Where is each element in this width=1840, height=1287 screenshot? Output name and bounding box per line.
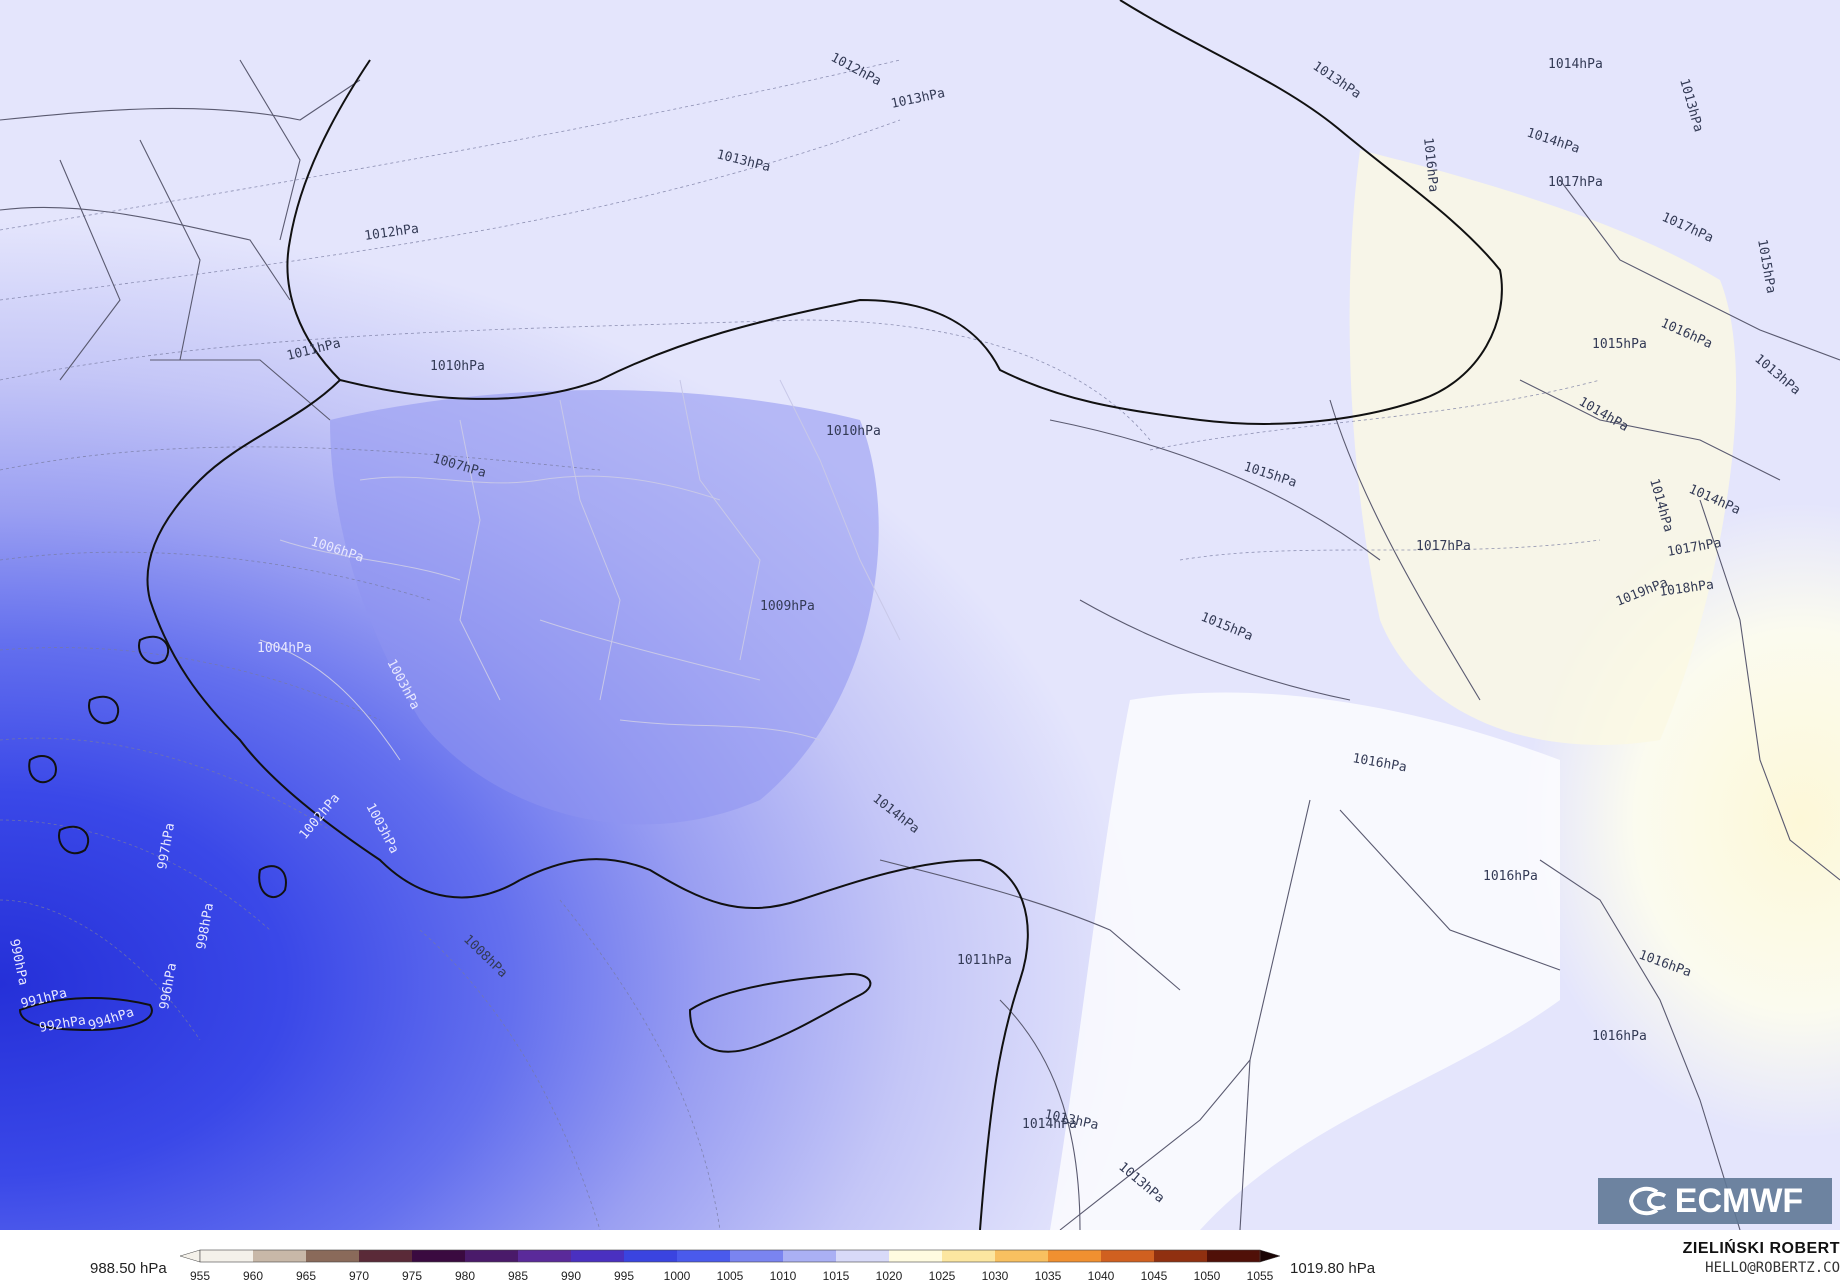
scale-segment — [412, 1250, 466, 1262]
scale-segment — [889, 1250, 943, 1262]
svg-text:1014hPa: 1014hPa — [1022, 1117, 1077, 1132]
syria-high-area — [1050, 692, 1560, 1230]
scale-segment — [465, 1250, 519, 1262]
scale-segment — [942, 1250, 996, 1262]
scale-tick-label: 1025 — [929, 1269, 956, 1283]
crete-coast — [18, 997, 153, 1032]
scale-tick-label: 985 — [508, 1269, 528, 1283]
scale-segment — [518, 1250, 572, 1262]
scale-tick-label: 975 — [402, 1269, 422, 1283]
scale-arrow-high — [1259, 1249, 1281, 1263]
scale-segment — [677, 1250, 731, 1262]
scale-tick-label: 955 — [190, 1269, 210, 1283]
svg-text:1010hPa: 1010hPa — [430, 359, 485, 374]
ecmwf-logo: ECMWF — [1598, 1178, 1832, 1224]
scale-segment — [306, 1250, 360, 1262]
svg-text:1009hPa: 1009hPa — [760, 599, 815, 614]
scale-tick-label: 1010 — [770, 1269, 797, 1283]
scale-segment — [253, 1250, 307, 1262]
legend-max-value: 1019.80 hPa — [1290, 1260, 1376, 1277]
scale-tick-label: 965 — [296, 1269, 316, 1283]
scale-border — [199, 1249, 1261, 1263]
scale-segment — [1048, 1250, 1102, 1262]
scale-segment — [730, 1250, 784, 1262]
scale-segment — [200, 1250, 254, 1262]
svg-text:1016hPa: 1016hPa — [1592, 1029, 1647, 1044]
province-borders — [259, 379, 901, 761]
scale-segment — [836, 1250, 890, 1262]
scale-tick-label: 1035 — [1035, 1269, 1062, 1283]
svg-text:1015hPa: 1015hPa — [1592, 337, 1647, 352]
caucasus-high-area — [1349, 150, 1737, 745]
scale-tick-label: 980 — [455, 1269, 475, 1283]
rhodes-coast — [258, 865, 287, 899]
aegean-island-4 — [58, 825, 90, 855]
ecmwf-symbol-icon — [1628, 1186, 1666, 1216]
scale-tick-label: 1040 — [1088, 1269, 1115, 1283]
scale-tick-label: 1000 — [664, 1269, 691, 1283]
scale-arrow-low — [180, 1249, 201, 1263]
scale-tick-label: 970 — [349, 1269, 369, 1283]
scale-segment — [359, 1250, 413, 1262]
scale-tick-label: 995 — [614, 1269, 634, 1283]
scale-tick-label: 1005 — [717, 1269, 744, 1283]
isobar-lines — [0, 59, 1601, 1230]
scale-segment — [1207, 1250, 1261, 1262]
aegean-island-1 — [28, 755, 57, 784]
black-sea-coast — [286, 0, 1503, 425]
scale-segment — [783, 1250, 837, 1262]
svg-text:1014hPa: 1014hPa — [1548, 57, 1603, 72]
mediterranean-coast — [519, 858, 1029, 1230]
aegean-island-2 — [88, 695, 120, 725]
scale-segment — [571, 1250, 625, 1262]
scale-segment — [995, 1250, 1049, 1262]
scale-tick-label: 990 — [561, 1269, 581, 1283]
author-email: HELLO@ROBERTZ.CO — [1705, 1260, 1840, 1276]
scale-tick-label: 1020 — [876, 1269, 903, 1283]
svg-text:1016hPa: 1016hPa — [1420, 137, 1441, 193]
author-name: ZIELIŃSKI ROBERT — [1682, 1240, 1840, 1257]
central-anatolia-trough — [330, 390, 879, 825]
svg-text:1017hPa: 1017hPa — [1416, 539, 1471, 554]
marmara-aegean-coast — [146, 379, 521, 899]
svg-text:1004hPa: 1004hPa — [257, 641, 312, 656]
svg-text:1016hPa: 1016hPa — [1483, 869, 1538, 884]
scale-tick-label: 1030 — [982, 1269, 1009, 1283]
scale-tick-label: 1015 — [823, 1269, 850, 1283]
scale-tick-label: 1050 — [1194, 1269, 1221, 1283]
pressure-map: 1012hPa 1013hPa 1013hPa 1014hPa 1013hPa … — [0, 0, 1840, 1230]
scale-segment — [624, 1250, 678, 1262]
aegean-island-3 — [138, 635, 170, 665]
scale-segment — [1101, 1250, 1155, 1262]
coastlines — [18, 0, 1503, 1230]
scale-tick-label: 1055 — [1247, 1269, 1274, 1283]
color-scale-bar: 955 960 965 970 975 980 985 990 995 1000 1005 1010 1… — [180, 1249, 1281, 1283]
svg-text:1017hPa: 1017hPa — [1548, 175, 1603, 190]
author-credit: ZIELIŃSKI ROBERT HELLO@ROBERTZ.CO — [1683, 1240, 1840, 1276]
scale-tick-label: 1045 — [1141, 1269, 1168, 1283]
legend-min-value: 988.50 hPa — [90, 1260, 167, 1277]
logo-text: ECMWF — [1674, 1181, 1804, 1220]
cyprus-coast — [688, 973, 872, 1053]
country-borders — [0, 59, 1840, 1230]
svg-text:1010hPa: 1010hPa — [826, 424, 881, 439]
scale-segment — [1154, 1250, 1208, 1262]
scale-tick-label: 960 — [243, 1269, 263, 1283]
svg-text:1011hPa: 1011hPa — [957, 953, 1012, 968]
